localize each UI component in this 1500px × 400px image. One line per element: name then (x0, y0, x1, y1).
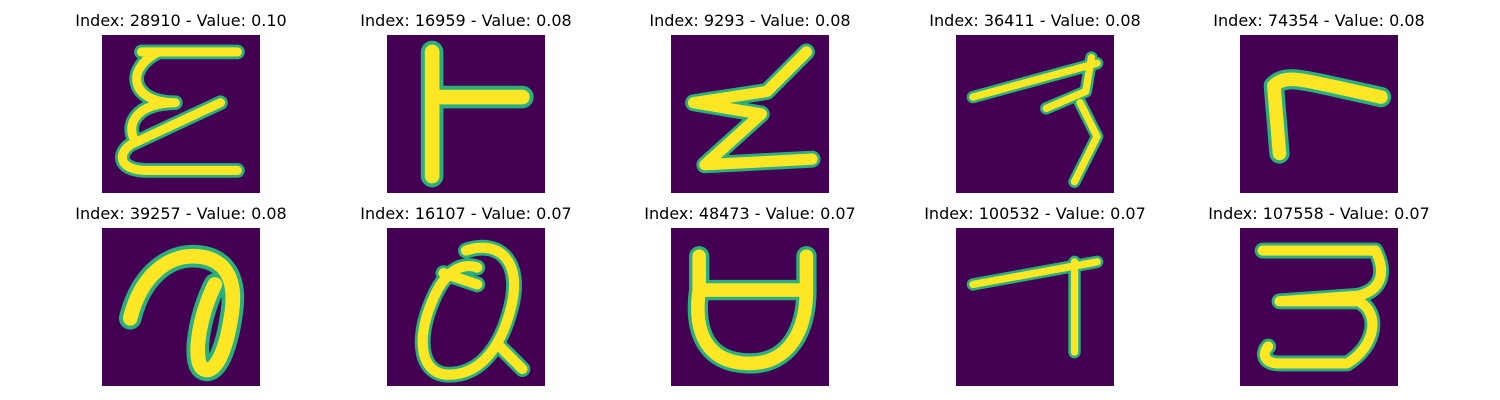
image-panel: Index: 16107 - Value: 0.07 (316, 193, 616, 393)
image-panel: Index: 39257 - Value: 0.08 (31, 193, 331, 393)
image-panel: Index: 28910 - Value: 0.10 (31, 0, 331, 200)
hook-seven-symbol-image (956, 35, 1114, 193)
tee-symbol-image (956, 228, 1114, 386)
panel-title: Index: 16107 - Value: 0.07 (360, 204, 572, 223)
panel-title: Index: 48473 - Value: 0.07 (644, 204, 856, 223)
image-panel: Index: 107558 - Value: 0.07 (1169, 193, 1469, 393)
image-panel: Index: 36411 - Value: 0.08 (885, 0, 1185, 200)
panel-title: Index: 28910 - Value: 0.10 (75, 11, 287, 30)
panel-title: Index: 100532 - Value: 0.07 (924, 204, 1146, 223)
panel-title: Index: 74354 - Value: 0.08 (1213, 11, 1425, 30)
at-sign-symbol-image (387, 228, 545, 386)
image-panel: Index: 9293 - Value: 0.08 (600, 0, 900, 200)
t-sideways-symbol-image (387, 35, 545, 193)
image-panel: Index: 48473 - Value: 0.07 (600, 193, 900, 393)
panel-title: Index: 36411 - Value: 0.08 (929, 11, 1141, 30)
zigzag-z-symbol-image (671, 35, 829, 193)
panel-title: Index: 39257 - Value: 0.08 (75, 204, 287, 223)
image-panel: Index: 16959 - Value: 0.08 (316, 0, 616, 200)
cup-symbol-image (671, 228, 829, 386)
curly-e-symbol-image (102, 35, 260, 193)
image-panel: Index: 74354 - Value: 0.08 (1169, 0, 1469, 200)
panel-title: Index: 107558 - Value: 0.07 (1208, 204, 1430, 223)
panel-title: Index: 9293 - Value: 0.08 (649, 11, 851, 30)
image-panel: Index: 100532 - Value: 0.07 (885, 193, 1185, 393)
loop-a-symbol-image (102, 228, 260, 386)
three-symbol-image (1240, 228, 1398, 386)
r-shaped-symbol-image (1240, 35, 1398, 193)
panel-title: Index: 16959 - Value: 0.08 (360, 11, 572, 30)
